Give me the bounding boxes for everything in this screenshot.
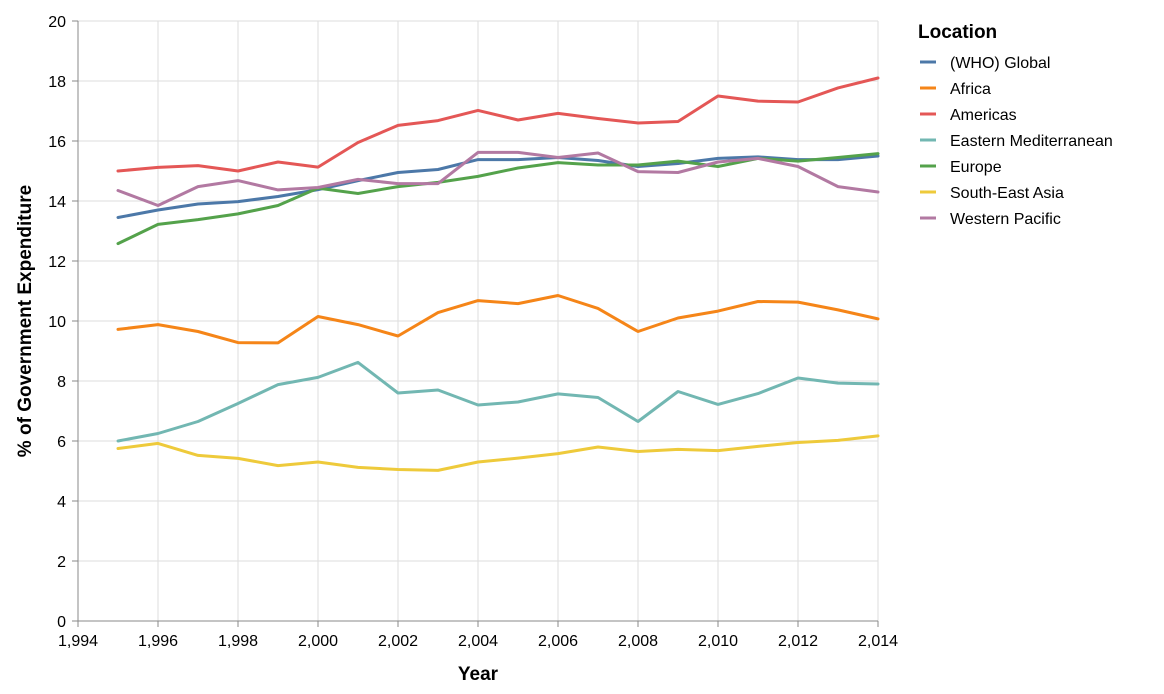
legend-label-eastern-mediterranean: Eastern Mediterranean bbox=[950, 133, 1113, 150]
y-tick-label: 16 bbox=[48, 134, 66, 151]
legend-label-south-east-asia: South-East Asia bbox=[950, 185, 1064, 202]
series-line-americas bbox=[116, 76, 880, 173]
series-line-western-pacific bbox=[116, 150, 880, 207]
axes: 1,994 1,996 1,998 2,000 2,002 2,004 2,006 2,008… bbox=[48, 14, 898, 650]
legend-label-western-pacific: Western Pacific bbox=[950, 211, 1061, 228]
legend: Location (WHO) Global Africa Americas Easte… bbox=[918, 22, 1113, 228]
series-lines bbox=[116, 76, 880, 472]
x-tick-label: 1,998 bbox=[218, 633, 258, 650]
x-tick-label: 2,000 bbox=[298, 633, 338, 650]
x-tick-label: 2,014 bbox=[858, 633, 898, 650]
x-tick-label: 2,010 bbox=[698, 633, 738, 650]
y-tick-label: 8 bbox=[57, 374, 66, 391]
legend-label-africa: Africa bbox=[950, 81, 991, 98]
y-axis-title: % of Government Expenditure bbox=[15, 185, 36, 457]
legend-label-americas: Americas bbox=[950, 107, 1017, 124]
y-tick-label: 14 bbox=[48, 194, 66, 211]
series-line-south-east-asia bbox=[116, 434, 880, 472]
x-tick-label: 1,994 bbox=[58, 633, 98, 650]
y-tick-label: 6 bbox=[57, 434, 66, 451]
y-tick-label: 12 bbox=[48, 254, 66, 271]
series-line-eastern-mediterranean bbox=[116, 360, 880, 443]
series-line-europe bbox=[116, 152, 880, 246]
series-line-africa bbox=[116, 294, 880, 345]
x-tick-label: 1,996 bbox=[138, 633, 178, 650]
legend-label-europe: Europe bbox=[950, 159, 1002, 176]
x-tick-label: 2,012 bbox=[778, 633, 818, 650]
x-tick-label: 2,008 bbox=[618, 633, 658, 650]
x-tick-label: 2,002 bbox=[378, 633, 418, 650]
y-tick-label: 20 bbox=[48, 14, 66, 31]
legend-label-who-global: (WHO) Global bbox=[950, 55, 1050, 72]
series-line-who-global bbox=[116, 154, 880, 219]
x-tick-label: 2,006 bbox=[538, 633, 578, 650]
y-tick-label: 18 bbox=[48, 74, 66, 91]
x-axis-title: Year bbox=[458, 664, 499, 685]
y-tick-label: 0 bbox=[57, 614, 66, 631]
x-tick-label: 2,004 bbox=[458, 633, 498, 650]
y-tick-label: 2 bbox=[57, 554, 66, 571]
y-tick-label: 4 bbox=[57, 494, 66, 511]
y-tick-label: 10 bbox=[48, 314, 66, 331]
legend-title: Location bbox=[918, 22, 997, 43]
